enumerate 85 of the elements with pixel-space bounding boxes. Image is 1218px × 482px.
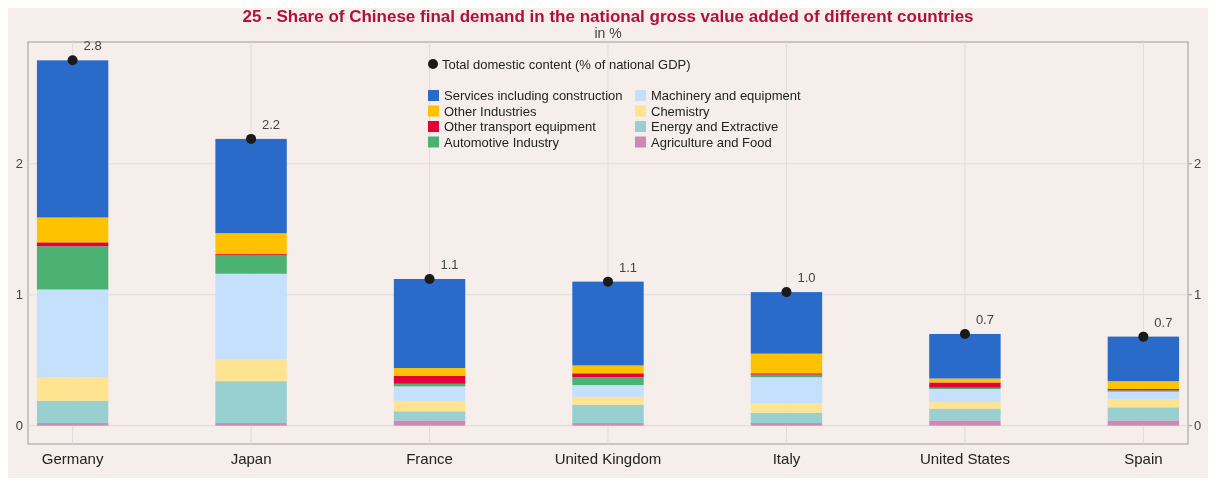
bar <box>36 60 109 218</box>
bar <box>750 292 823 354</box>
legend-label: Energy and Extractive <box>651 119 779 134</box>
bar <box>36 217 109 243</box>
bar <box>215 381 287 424</box>
y2-tick-label: 1 <box>1194 286 1202 302</box>
bar <box>572 423 644 426</box>
bar <box>1107 381 1180 389</box>
data-label: 1.1 <box>440 257 459 273</box>
bar <box>750 412 823 424</box>
bar <box>215 423 287 426</box>
data-label: 2.8 <box>83 38 102 54</box>
x-tick-label: Germany <box>41 450 104 467</box>
bar <box>393 420 466 426</box>
bar <box>215 273 287 359</box>
legend-label: Other transport equipment <box>444 119 597 134</box>
bar <box>750 423 823 426</box>
bar <box>572 385 644 397</box>
point <box>424 274 435 285</box>
legend-label: Total domestic content (% of national GDP) <box>442 56 691 72</box>
bar <box>750 403 823 413</box>
data-label: 1.0 <box>797 270 816 286</box>
data-label: 0.7 <box>1154 314 1173 330</box>
bar <box>215 358 287 382</box>
x-tick-label: Italy <box>772 450 801 467</box>
bar <box>929 389 1001 403</box>
bar <box>393 386 466 401</box>
point <box>246 133 257 144</box>
bar <box>215 138 287 234</box>
point <box>959 329 970 340</box>
bar <box>750 353 823 374</box>
bar <box>36 246 109 290</box>
point <box>67 55 78 66</box>
legend-label: Chemistry <box>651 103 711 119</box>
y2-tick-label: 2 <box>1194 155 1202 171</box>
bar <box>1107 399 1180 408</box>
bar <box>929 334 1001 379</box>
x-tick-label: Japan <box>230 450 272 467</box>
y-tick-label: 0 <box>15 417 23 433</box>
data-label: 0.7 <box>975 312 994 328</box>
point <box>1138 331 1149 342</box>
bar <box>572 281 644 366</box>
bar <box>1107 407 1180 421</box>
bar <box>36 289 109 378</box>
bar <box>929 408 1001 421</box>
bar <box>572 365 644 374</box>
bar <box>750 377 823 404</box>
chart-subtitle: in % <box>594 25 622 41</box>
bar <box>36 377 109 401</box>
legend-label: Agriculture and Food <box>651 134 772 150</box>
bar <box>215 233 287 255</box>
bar <box>929 382 1001 388</box>
bar <box>393 368 466 376</box>
bar <box>393 279 466 369</box>
bar <box>215 255 287 274</box>
bar <box>36 423 109 426</box>
y2-tick-label: 0 <box>1194 417 1202 433</box>
point <box>781 287 792 298</box>
x-tick-label: Spain <box>1124 450 1163 467</box>
point <box>603 276 613 287</box>
chart-title: 25 - Share of Chinese final demand in the national gross value added of different countries <box>242 7 974 26</box>
bar <box>393 400 466 412</box>
bar <box>1107 336 1180 382</box>
data-label: 1.1 <box>618 259 638 275</box>
legend-label: Automotive Industry <box>444 134 560 150</box>
legend-label: Machinery and equipment <box>651 88 801 103</box>
bar <box>36 400 109 424</box>
bar <box>572 396 644 405</box>
y-tick-label: 1 <box>15 286 23 302</box>
bar <box>572 404 644 424</box>
bar <box>393 375 466 384</box>
bar <box>572 373 644 378</box>
bar <box>572 377 644 386</box>
y-tick-label: 2 <box>15 155 23 171</box>
x-tick-label: United States <box>919 450 1010 467</box>
legend-label: Services including construction <box>444 88 623 103</box>
data-label: 2.2 <box>262 116 281 132</box>
x-tick-label: France <box>406 450 453 467</box>
bar <box>1107 420 1180 426</box>
bar <box>929 402 1001 409</box>
x-tick-label: United Kingdom <box>554 450 662 467</box>
bar <box>393 411 466 421</box>
legend-label: Other Industries <box>444 103 537 119</box>
bar <box>36 242 109 247</box>
bar <box>929 420 1001 426</box>
